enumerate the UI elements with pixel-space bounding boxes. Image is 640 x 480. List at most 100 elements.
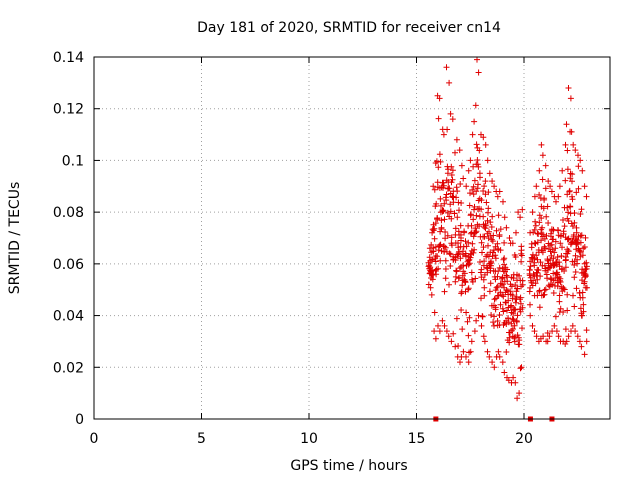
data-point <box>583 259 590 266</box>
data-point <box>447 208 454 215</box>
data-point <box>561 223 568 230</box>
y-tick-label: 0.1 <box>62 153 84 169</box>
y-axis-label: SRMTID / TECUs <box>7 182 23 295</box>
data-point <box>457 231 464 238</box>
data-point <box>501 369 508 376</box>
data-point <box>567 95 574 102</box>
data-point <box>480 213 487 220</box>
data-point <box>536 191 543 198</box>
data-point <box>517 294 524 301</box>
data-point <box>486 288 493 295</box>
data-point <box>475 181 481 188</box>
data-point <box>471 203 478 210</box>
data-point <box>573 241 580 248</box>
data-point <box>443 328 450 335</box>
data-point <box>565 218 572 224</box>
data-point <box>512 282 519 288</box>
data-point <box>551 249 558 256</box>
data-point <box>579 167 586 174</box>
data-point <box>515 334 522 341</box>
data-point <box>553 270 560 277</box>
data-point <box>445 333 452 340</box>
data-point <box>469 240 476 247</box>
data-point <box>478 239 485 246</box>
data-point <box>538 215 545 222</box>
data-point <box>466 314 473 321</box>
axis-ticks <box>93 56 610 420</box>
data-point <box>448 163 455 170</box>
data-point <box>580 301 587 308</box>
data-point <box>500 308 507 315</box>
data-point <box>453 268 460 275</box>
data-point <box>467 230 474 237</box>
data-point <box>540 205 547 212</box>
data-point <box>571 303 578 310</box>
data-point <box>489 359 496 366</box>
data-point <box>509 292 516 299</box>
data-point <box>455 275 462 282</box>
data-point <box>431 186 438 193</box>
data-point <box>555 227 562 234</box>
data-point <box>428 291 435 298</box>
data-point <box>565 333 572 340</box>
data-point <box>432 258 439 265</box>
data-point <box>475 163 482 170</box>
data-point <box>501 214 508 221</box>
data-point <box>474 161 481 168</box>
data-point <box>452 257 459 264</box>
data-point <box>533 333 540 340</box>
data-point <box>430 248 437 255</box>
data-point <box>455 250 462 257</box>
chart-title: Day 181 of 2020, SRMTID for receiver cn1… <box>197 20 501 36</box>
data-point <box>504 266 510 273</box>
data-point <box>566 188 573 195</box>
data-point <box>572 269 579 275</box>
data-point <box>456 265 463 272</box>
data-point <box>461 278 468 285</box>
data-point <box>469 276 475 283</box>
data-point <box>569 223 576 230</box>
data-point <box>463 353 469 360</box>
data-point <box>434 253 441 260</box>
x-axis-label: GPS time / hours <box>290 458 407 474</box>
data-point <box>556 292 563 299</box>
data-point <box>428 257 435 264</box>
data-point <box>457 222 464 229</box>
data-point <box>579 252 586 259</box>
data-point <box>431 328 438 335</box>
data-point <box>454 188 461 195</box>
data-point <box>427 284 434 291</box>
data-point <box>503 272 510 279</box>
x-tick-label: 10 <box>300 431 318 447</box>
data-point <box>494 318 501 324</box>
data-point <box>465 167 472 174</box>
data-point <box>545 178 552 185</box>
data-point <box>480 134 487 141</box>
data-point <box>481 183 488 190</box>
data-point <box>465 359 472 366</box>
data-point <box>431 309 438 316</box>
data-point <box>491 183 498 190</box>
data-point <box>459 251 466 258</box>
data-point <box>571 210 578 216</box>
data-point <box>496 231 503 238</box>
data-point <box>501 261 508 268</box>
data-point <box>531 240 538 246</box>
data-point <box>547 183 554 190</box>
data-point <box>446 79 453 86</box>
data-point <box>460 268 467 275</box>
data-point <box>456 147 463 154</box>
data-point <box>432 203 439 210</box>
data-point <box>442 194 449 201</box>
y-tick-labels: 0 0.02 0.04 0.06 0.08 0.1 0.12 0.14 <box>53 50 84 428</box>
data-point <box>477 259 483 265</box>
data-point <box>449 176 456 183</box>
data-point <box>455 343 462 349</box>
data-point <box>574 256 581 263</box>
data-point <box>486 353 493 360</box>
data-point <box>570 141 577 148</box>
data-point <box>477 174 483 181</box>
data-point <box>553 328 560 335</box>
data-point <box>531 328 538 335</box>
